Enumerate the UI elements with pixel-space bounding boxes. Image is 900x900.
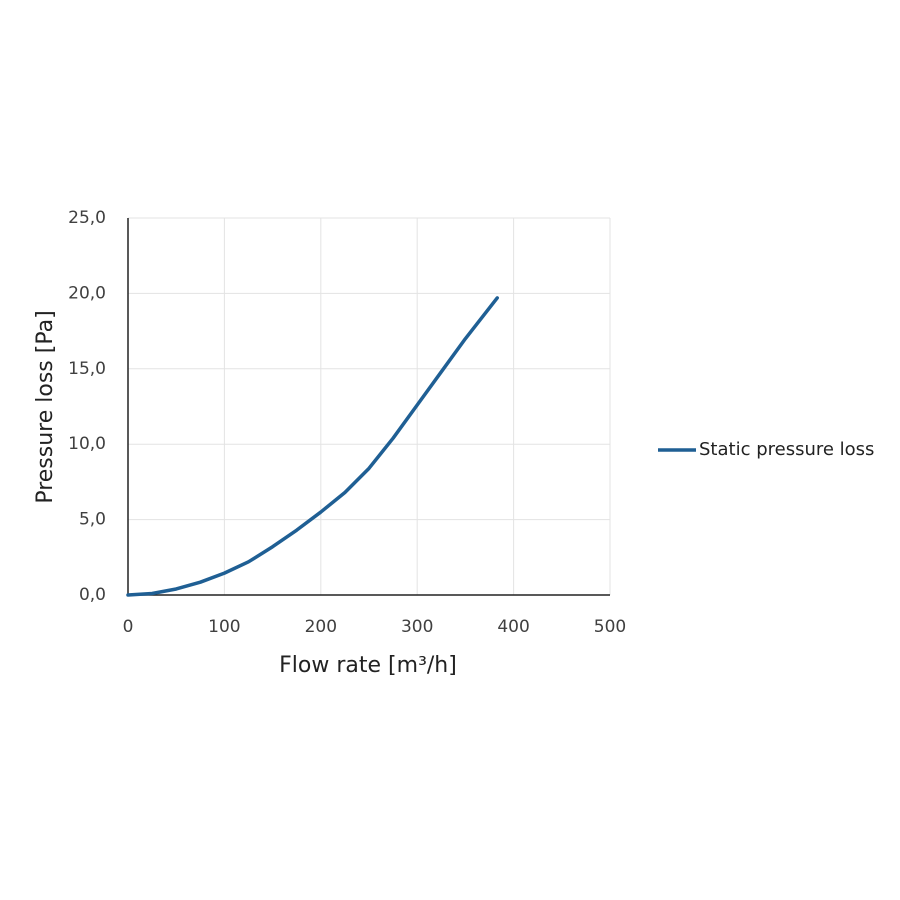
y-tick-label: 0,0: [79, 585, 106, 605]
x-axis-title: Flow rate [m³/h]: [279, 653, 457, 678]
y-tick-label: 15,0: [68, 359, 106, 379]
line: [126, 296, 499, 597]
y-tick-label: 20,0: [68, 283, 106, 303]
y-tick-label: 10,0: [68, 434, 106, 454]
x-tick-label: 400: [497, 617, 529, 637]
y-tick-label: 5,0: [79, 510, 106, 530]
x-tick-label: 500: [594, 617, 626, 637]
x-tick-label: 300: [401, 617, 433, 637]
y-axis-title: Pressure loss [Pa]: [33, 310, 58, 503]
x-tick-label: 200: [305, 617, 337, 637]
x-tick-label: 100: [208, 617, 240, 637]
legend-label: Static pressure loss: [699, 439, 874, 460]
x-tick-label: 0: [123, 617, 134, 637]
y-tick-label: 25,0: [68, 208, 106, 228]
